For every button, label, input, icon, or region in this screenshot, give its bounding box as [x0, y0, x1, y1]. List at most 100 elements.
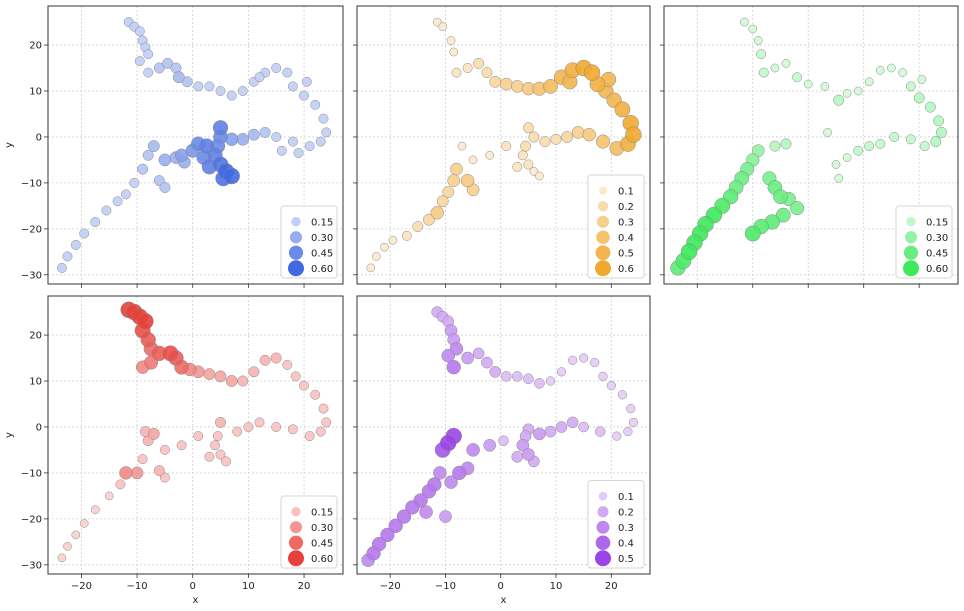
scatter-point: [523, 373, 534, 384]
scatter-point: [680, 243, 698, 261]
scatter-point: [137, 454, 148, 465]
scatter-point: [462, 63, 473, 73]
scatter-point: [287, 424, 298, 435]
scatter-point: [436, 195, 449, 208]
scatter-point: [159, 182, 171, 193]
scatter-point: [457, 141, 467, 151]
scatter-point: [366, 546, 381, 561]
scatter-point: [770, 63, 780, 73]
scatter-point: [889, 132, 900, 142]
scatter-point: [304, 431, 315, 442]
legend-label: 0.30: [926, 233, 948, 244]
scatter-point: [740, 17, 749, 27]
scatter-point: [318, 113, 329, 124]
legend-marker: [596, 215, 610, 228]
scatter-point: [758, 67, 769, 78]
legend-marker: [595, 260, 611, 277]
scatter-point: [419, 505, 433, 519]
scatter-point: [561, 131, 574, 143]
scatter-point: [366, 263, 376, 273]
scatter-point: [247, 128, 260, 141]
scatter-point: [790, 201, 805, 216]
legend-label: 0.30: [311, 523, 333, 534]
scatter-point: [90, 505, 100, 515]
scatter-point: [935, 126, 947, 138]
scatter-point: [535, 171, 544, 181]
scatter-point: [137, 313, 154, 330]
scatter-point: [626, 404, 636, 414]
legend: 0.1 0.2 0.3 0.4 0.5: [587, 480, 645, 569]
legend-marker: [597, 506, 609, 518]
scatter-point: [70, 239, 81, 250]
scatter-point: [534, 378, 545, 389]
scatter-point: [310, 99, 321, 110]
y-tick-label: 20: [29, 41, 42, 52]
scatter-point: [433, 466, 447, 480]
scatter-point: [57, 553, 67, 563]
y-tick-label: −20: [21, 514, 42, 525]
scatter-point: [501, 141, 512, 152]
scatter-point: [930, 136, 942, 148]
scatter-point: [223, 167, 240, 185]
legend: 0.15 0.30 0.45 0.60: [895, 205, 953, 279]
scatter-point: [594, 426, 606, 437]
scatter-point: [460, 173, 475, 188]
scatter-point: [516, 438, 530, 452]
scatter-point: [875, 65, 885, 75]
scatter-point: [204, 81, 215, 92]
scatter-point: [522, 122, 534, 134]
scatter-point: [744, 225, 761, 242]
scatter-point: [444, 475, 458, 489]
y-tick-label: 0: [36, 422, 42, 433]
scatter-point: [606, 381, 616, 391]
scatter-point: [545, 376, 556, 386]
legend-label: 0.15: [926, 217, 948, 228]
legend-label: 0.5: [618, 554, 634, 565]
scatter-point: [769, 140, 781, 152]
scatter-point: [271, 132, 282, 142]
scatter-point: [315, 426, 326, 437]
scatter-point: [461, 351, 474, 365]
scatter-point: [254, 72, 265, 83]
scatter-point: [248, 366, 260, 378]
plot-frame: [356, 295, 651, 575]
scatter-point: [446, 360, 461, 375]
scatter-point: [271, 63, 282, 73]
scatter-point: [162, 345, 179, 362]
scatter-point: [472, 347, 485, 360]
legend-marker: [903, 260, 919, 277]
x-tick-label: 0: [498, 581, 504, 592]
scatter-point: [864, 77, 874, 87]
scatter-point: [321, 417, 332, 428]
legend: 0.1 0.2 0.3 0.4 0.5 0.6: [587, 174, 645, 279]
scatter-point: [628, 417, 639, 427]
scatter-point: [290, 371, 301, 382]
scatter-point: [528, 131, 540, 143]
scatter-point: [226, 90, 237, 101]
scatter-point: [321, 127, 332, 138]
scatter-point: [511, 450, 524, 463]
scatter-point: [473, 57, 485, 69]
scatter-point: [933, 115, 945, 127]
plot-frame: [47, 5, 344, 285]
scatter-point: [468, 155, 478, 165]
legend-marker: [598, 491, 608, 501]
scatter-point: [520, 140, 532, 152]
y-tick-label: 20: [29, 331, 42, 342]
plot-frame: [356, 5, 651, 285]
legend-marker: [598, 186, 608, 195]
scatter-point: [582, 128, 596, 142]
scatter-point: [276, 145, 287, 156]
scatter-point: [225, 375, 238, 387]
scatter-point: [842, 153, 852, 162]
scatter-point: [236, 132, 250, 146]
scatter-point: [834, 173, 844, 183]
plot-frame: [47, 295, 344, 575]
scatter-point: [153, 465, 165, 477]
scatter-point: [421, 484, 437, 499]
scatter-point: [612, 431, 622, 441]
scatter-point: [158, 153, 172, 167]
scatter-point: [143, 67, 154, 78]
scatter-point: [90, 217, 101, 227]
scatter-point: [112, 196, 123, 207]
